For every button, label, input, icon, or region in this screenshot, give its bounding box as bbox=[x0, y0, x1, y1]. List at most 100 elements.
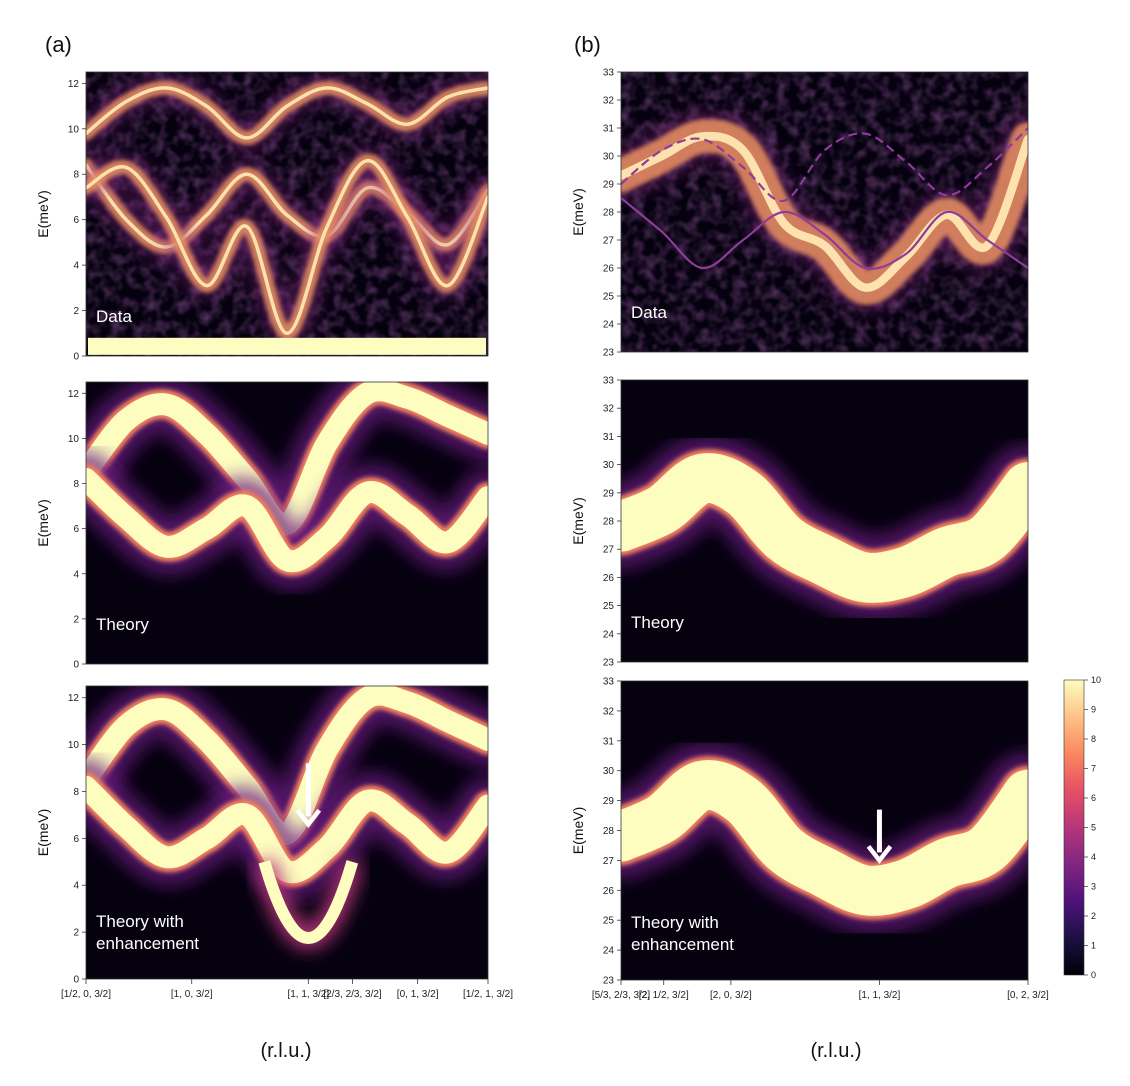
enhancement-branch bbox=[258, 860, 359, 944]
theory-band-core bbox=[86, 775, 488, 884]
y-axis-label: E(meV) bbox=[570, 497, 586, 544]
x-tick-label: [0, 2, 3/2] bbox=[1007, 990, 1049, 1001]
heatmap-layer bbox=[621, 72, 1028, 352]
panel-annotation-line2: enhancement bbox=[96, 934, 199, 953]
y-axis-label: E(meV) bbox=[570, 807, 586, 854]
x-tick-label: [1, 1, 3/2] bbox=[859, 990, 901, 1001]
colorbar-tick-label: 4 bbox=[1091, 852, 1096, 862]
panel-annotation-line1: Theory with bbox=[96, 912, 184, 931]
y-tick-label: 12 bbox=[68, 79, 80, 90]
y-tick-label: 23 bbox=[603, 348, 615, 359]
y-tick-label: 25 bbox=[603, 292, 615, 303]
y-tick-label: 28 bbox=[603, 826, 615, 837]
y-axis-label: E(meV) bbox=[570, 188, 586, 235]
y-tick-label: 26 bbox=[603, 264, 615, 275]
y-tick-label: 0 bbox=[73, 975, 79, 986]
model-curve bbox=[621, 197, 1028, 270]
panel-annotation: Data bbox=[631, 303, 667, 322]
y-tick-label: 26 bbox=[603, 886, 615, 897]
plot-b2: 23 24 25 26 27 28 29 30 31 32 33 E(meV) Theory bbox=[570, 376, 1029, 669]
model-curve bbox=[621, 127, 1028, 202]
x-tick-label: [2, 1/2, 3/2] bbox=[639, 990, 689, 1001]
x-tick-label: [2, 0, 3/2] bbox=[710, 990, 752, 1001]
x-tick-label: [2/3, 2/3, 3/2] bbox=[323, 989, 382, 1000]
y-tick-label: 8 bbox=[73, 170, 79, 181]
y-tick-label: 31 bbox=[603, 124, 615, 135]
y-tick-label: 26 bbox=[603, 573, 615, 584]
colorbar: 0 1 2 3 4 5 6 7 8 9 10 bbox=[1063, 675, 1101, 980]
y-tick-label: 32 bbox=[603, 96, 615, 107]
y-tick-label: 24 bbox=[603, 320, 615, 331]
colorbar-tick-label: 6 bbox=[1091, 793, 1096, 803]
colorbar-tick-label: 8 bbox=[1091, 734, 1096, 744]
x-tick-label: [1/2, 1, 3/2] bbox=[463, 989, 513, 1000]
plot-a1: 0 2 4 6 8 10 12 E(meV) Data bbox=[35, 71, 489, 363]
heatmap-layer bbox=[621, 743, 1028, 933]
y-tick-label: 29 bbox=[603, 488, 615, 499]
colorbar-gradient bbox=[1063, 679, 1085, 976]
y-tick-label: 10 bbox=[68, 124, 80, 135]
x-unit-label-a: (r.l.u.) bbox=[260, 1040, 311, 1062]
colorbar-ticks: 0 1 2 3 4 5 6 7 8 9 10 bbox=[1084, 675, 1101, 980]
y-tick-label: 4 bbox=[73, 569, 79, 580]
dispersion-ridge bbox=[86, 158, 488, 336]
plot-frame bbox=[85, 71, 489, 357]
x-tick-label: [1, 1, 3/2] bbox=[287, 989, 329, 1000]
y-tick-label: 23 bbox=[603, 976, 615, 987]
heatmap-layer bbox=[86, 72, 488, 356]
y-tick-label: 25 bbox=[603, 916, 615, 927]
y-axis-label: E(meV) bbox=[35, 190, 51, 237]
x-tick-label: [1/2, 0, 3/2] bbox=[61, 989, 111, 1000]
theory-band-core bbox=[621, 453, 1028, 603]
y-tick-label: 8 bbox=[73, 787, 79, 798]
plot-frame bbox=[85, 685, 489, 980]
y-tick-label: 33 bbox=[603, 376, 615, 387]
colorbar-tick-label: 3 bbox=[1091, 882, 1096, 892]
y-tick-label: 6 bbox=[73, 524, 79, 535]
y-tick-label: 30 bbox=[603, 152, 615, 163]
y-tick-label: 30 bbox=[603, 460, 615, 471]
y-tick-label: 2 bbox=[73, 928, 79, 939]
y-tick-label: 25 bbox=[603, 601, 615, 612]
panel-annotation: Theory bbox=[96, 615, 149, 634]
x-tick-label: [0, 1, 3/2] bbox=[397, 989, 439, 1000]
panel-a-label: (a) bbox=[45, 32, 72, 57]
arrow-head bbox=[866, 845, 893, 865]
y-tick-label: 10 bbox=[68, 434, 80, 445]
dispersion-ridge bbox=[86, 86, 488, 140]
y-tick-label: 23 bbox=[603, 658, 615, 669]
y-tick-label: 0 bbox=[73, 660, 79, 671]
colorbar-tick-label: 0 bbox=[1091, 970, 1096, 980]
x-tick-label: [1, 0, 3/2] bbox=[171, 989, 213, 1000]
colorbar-tick-label: 10 bbox=[1091, 675, 1101, 685]
y-tick-label: 4 bbox=[73, 261, 79, 272]
y-axis-label: E(meV) bbox=[35, 499, 51, 546]
y-tick-label: 29 bbox=[603, 796, 615, 807]
plot-a3: 0 2 4 6 8 10 12 E(meV) [1/2, 0, 3/2] [1, 0, 3/2] [… bbox=[35, 685, 513, 1000]
plot-frame bbox=[85, 381, 489, 665]
y-tick-label: 31 bbox=[603, 432, 615, 443]
y-tick-label: 12 bbox=[68, 693, 80, 704]
panel-b-label: (b) bbox=[574, 32, 601, 57]
y-tick-label: 24 bbox=[603, 946, 615, 957]
y-tick-label: 30 bbox=[603, 766, 615, 777]
y-tick-label: 2 bbox=[73, 306, 79, 317]
y-tick-label: 27 bbox=[603, 545, 615, 556]
colorbar-tick-label: 1 bbox=[1091, 941, 1096, 951]
x-tick-label: [5/3, 2/3, 3/2] bbox=[592, 990, 651, 1001]
x-unit-label-b: (r.l.u.) bbox=[810, 1040, 861, 1062]
colorbar-tick-label: 2 bbox=[1091, 911, 1096, 921]
y-tick-label: 29 bbox=[603, 180, 615, 191]
theory-band-core bbox=[86, 468, 488, 573]
plot-a2: 0 2 4 6 8 10 12 E(meV) Theory bbox=[35, 381, 489, 671]
colorbar-tick-label: 9 bbox=[1091, 705, 1096, 715]
y-tick-label: 4 bbox=[73, 881, 79, 892]
plot-b3: 23 24 25 26 27 28 29 30 31 32 33 E(meV) [5/3, 2/3, 3… bbox=[570, 677, 1049, 1002]
y-tick-label: 6 bbox=[73, 834, 79, 845]
heatmap-layer bbox=[86, 686, 488, 949]
y-tick-label: 0 bbox=[73, 352, 79, 363]
elastic-line bbox=[88, 337, 486, 355]
y-tick-label: 28 bbox=[603, 208, 615, 219]
panel-annotation-line1: Theory with bbox=[631, 913, 719, 932]
